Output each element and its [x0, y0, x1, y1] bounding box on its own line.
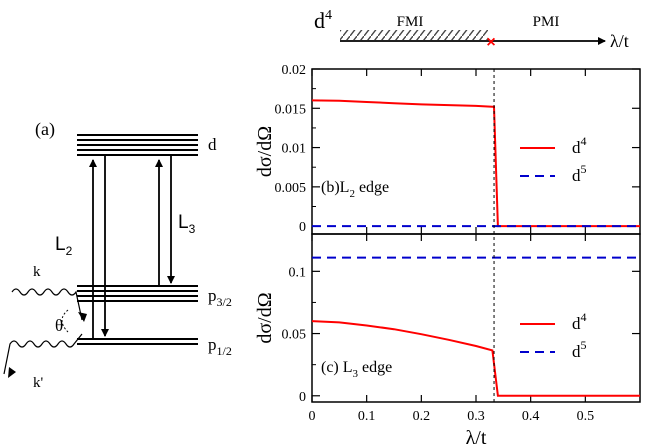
phase-pmi-label: PMI	[533, 14, 560, 30]
photon-out-label: k'	[33, 375, 44, 391]
series-d4-line	[311, 320, 640, 397]
fmi-hatch	[340, 30, 488, 40]
x-tick-label: 0.1	[358, 409, 376, 424]
phase-bar-config: d4	[314, 8, 332, 33]
panel-label: (c) L3 edge	[321, 359, 392, 380]
phase-bar: d4 FMI PMI × λ/t	[314, 8, 629, 51]
x-tick-label: 0.4	[522, 409, 540, 424]
outgoing-photon-arrowhead	[8, 367, 16, 378]
photon-in-label: k	[33, 264, 41, 280]
y-tick-label: 0.02	[282, 63, 307, 78]
y-tick-label: 0.005	[275, 181, 307, 196]
y-tick-label: 0.01	[282, 142, 307, 157]
series-d4-line	[311, 99, 640, 228]
chart-panel-c: 0 0.05 0.1 0 0.1 0.2 0.3 0.4 0.5 λ/t dσ/dΩ d4 d5 (c) …	[254, 233, 641, 447]
y-tick-label: 0.05	[282, 328, 307, 343]
l2-label: L2	[55, 234, 73, 258]
p12-level-label: p1/2	[208, 335, 232, 358]
legend-label-d5: d5	[572, 162, 587, 185]
outgoing-photon-wave	[3, 333, 83, 375]
d-level	[77, 134, 198, 156]
legend-label-d5: d5	[572, 338, 587, 361]
chart-frame	[311, 233, 641, 403]
y-tick-label: 0	[299, 390, 306, 405]
y-tick-label: 0	[299, 220, 306, 235]
p32-level-label: p3/2	[208, 286, 232, 309]
panel-label: (b)L2 edge	[321, 179, 389, 200]
y-axis-label: dσ/dΩ	[254, 126, 276, 177]
p12-level	[77, 338, 198, 345]
incoming-photon-wave	[11, 288, 83, 321]
x-tick-label: 0.3	[467, 409, 485, 424]
chart-panel-b: 0 0.005 0.01 0.015 0.02 dσ/dΩ d4 d5 (b)L2 edge	[254, 63, 641, 235]
angle-arc	[61, 309, 69, 333]
incoming-photon-arrowhead	[78, 312, 87, 322]
phase-fmi-label: FMI	[397, 14, 424, 30]
d-level-label: d	[208, 135, 217, 154]
chart-frame	[311, 68, 641, 235]
phase-axis-label: λ/t	[610, 31, 629, 51]
x-tick-label: 0	[309, 409, 316, 424]
level-diagram: (a) d p3/2 p1/2	[3, 119, 232, 391]
x-tick-label: 0.5	[577, 409, 595, 424]
y-axis-label: dσ/dΩ	[254, 292, 276, 343]
l3-label: L3	[178, 212, 196, 236]
legend-label-d4: d4	[572, 310, 587, 333]
angle-label: θ	[55, 316, 63, 335]
phase-transition-marker: ×	[486, 34, 495, 51]
x-tick-label: 0.2	[413, 409, 431, 424]
p32-level	[77, 285, 198, 302]
panel-a-label: (a)	[35, 119, 55, 140]
y-tick-label: 0.015	[275, 102, 307, 117]
y-tick-label: 0.1	[289, 265, 307, 280]
x-axis-label: λ/t	[466, 427, 487, 447]
legend-label-d4: d4	[572, 134, 587, 157]
